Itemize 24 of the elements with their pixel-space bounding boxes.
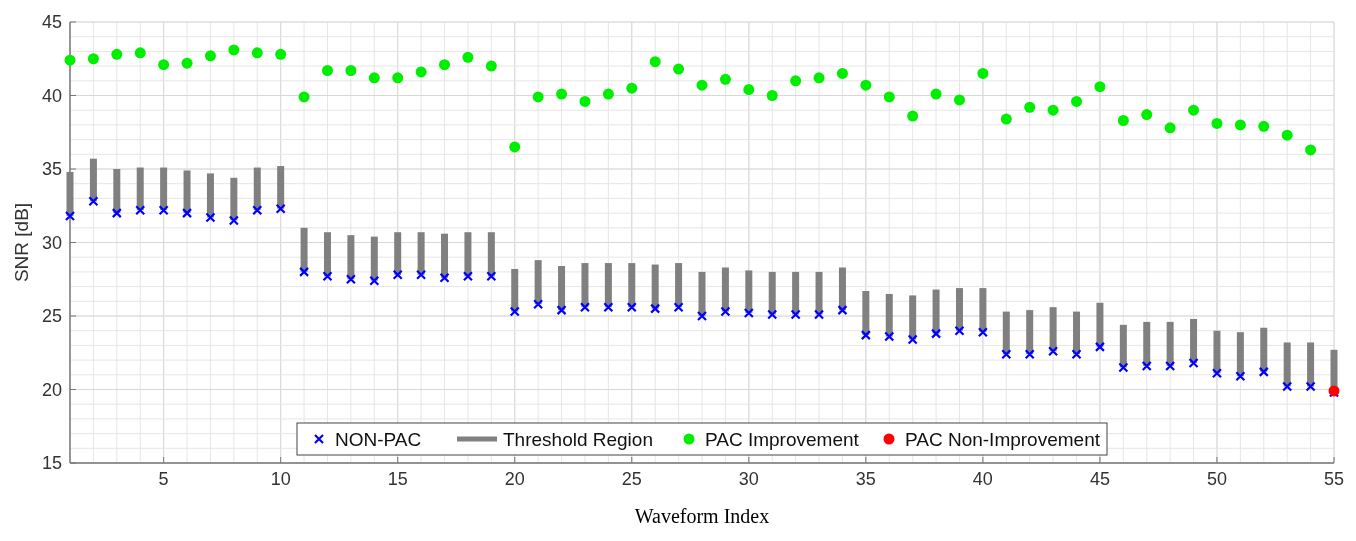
- legend-label: Threshold Region: [503, 428, 653, 450]
- y-tick-label: 15: [41, 453, 62, 474]
- x-axis-title: Waveform Index: [634, 505, 770, 527]
- legend-label: PAC Non-Improvement: [905, 428, 1101, 450]
- x-tick-label: 15: [387, 469, 408, 489]
- x-tick-label: 35: [855, 469, 876, 489]
- legend-label: NON-PAC: [335, 428, 422, 450]
- x-tick-label: 25: [621, 469, 642, 489]
- y-tick-label: 25: [41, 306, 62, 327]
- y-tick-label: 20: [41, 379, 62, 400]
- y-tick-label: 40: [41, 85, 62, 106]
- x-tick-label: 10: [270, 469, 291, 489]
- y-tick-label: 35: [41, 159, 62, 180]
- x-tick-label: 50: [1206, 469, 1227, 489]
- x-tick-label: 30: [738, 469, 759, 489]
- x-tick-label: 45: [1089, 469, 1110, 489]
- x-tick-label: 40: [972, 469, 993, 489]
- y-tick-label: 30: [41, 232, 62, 253]
- y-tick-label: 45: [41, 12, 62, 33]
- x-tick-label: 5: [158, 469, 169, 489]
- legend-label: PAC Improvement: [705, 428, 860, 450]
- x-tick-label: 55: [1323, 469, 1345, 489]
- y-axis-title: SNR [dB]: [11, 202, 32, 283]
- x-tick-label: 20: [504, 469, 525, 489]
